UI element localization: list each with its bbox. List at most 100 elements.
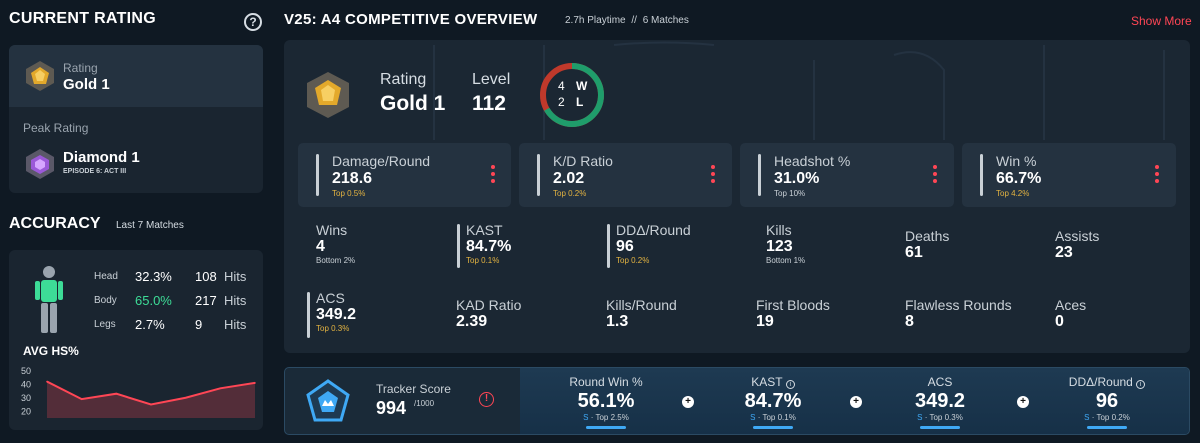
tracker-cell-label: DDΔ/Round xyxy=(1068,375,1133,389)
stat-value: 123 xyxy=(766,238,793,255)
peak-episode: EPISODE 6: ACT III xyxy=(63,168,127,175)
stat-item: Flawless Rounds 8 xyxy=(905,297,1035,337)
hs-point xyxy=(80,398,83,400)
stat-item: Wins 4 Bottom 2% xyxy=(316,222,446,272)
help-icon[interactable]: ? xyxy=(244,13,262,31)
stat-sub: Top 0.3% xyxy=(316,324,350,333)
win-loss-ring xyxy=(540,63,604,127)
stat-card[interactable]: K/D Ratio 2.02 Top 0.2% xyxy=(519,143,732,207)
avg-hs-title: AVG HS% xyxy=(23,344,79,358)
hs-point xyxy=(219,387,222,390)
accuracy-hits-unit: Hits xyxy=(224,269,247,284)
overview-title: V25: A4 COMPETITIVE OVERVIEW xyxy=(284,11,538,28)
playtime-text: 2.7h Playtime xyxy=(565,15,626,26)
stat-card[interactable]: Headshot % 31.0% Top 10% xyxy=(740,143,954,207)
add-icon[interactable]: + xyxy=(850,396,862,408)
stat-label: KAST xyxy=(466,222,503,238)
info-alert-icon[interactable]: ! xyxy=(479,392,494,407)
stat-item: DDΔ/Round 96 Top 0.2% xyxy=(616,222,746,272)
accuracy-pct: 65.0% xyxy=(135,293,172,308)
tracker-cell-value: 349.2 xyxy=(914,390,966,412)
tracker-cell-value: 84.7% xyxy=(744,390,802,412)
hs-point xyxy=(115,392,118,395)
stat-sub: Bottom 1% xyxy=(766,256,806,265)
info-icon[interactable]: i xyxy=(785,380,795,389)
accuracy-hits: 217 xyxy=(195,293,217,308)
stat-card[interactable]: Damage/Round 218.6 Top 0.5% xyxy=(298,143,511,207)
stat-sub: Top 0.1% xyxy=(466,256,500,265)
tracker-score-max: /1000 xyxy=(414,399,435,408)
diamond-rank-icon xyxy=(26,149,54,179)
tracker-score-label: Tracker Score xyxy=(376,382,451,396)
hs-point xyxy=(150,403,152,406)
map-background xyxy=(433,41,1165,140)
stat-sub: Top 0.2% xyxy=(616,256,650,265)
stat-value: 19 xyxy=(756,313,774,330)
accuracy-part: Body xyxy=(94,295,117,306)
tracker-score-value: 994 xyxy=(376,398,407,418)
stat-value: 4 xyxy=(316,238,325,255)
accuracy-body-row: Body 65.0% 217 Hits xyxy=(94,293,254,311)
show-more-link[interactable]: Show More xyxy=(1131,14,1192,28)
tracker-cell: KAST i 84.7% S · Top 0.1% xyxy=(690,368,856,433)
playtime: 2.7h Playtime // 6 Matches xyxy=(565,15,689,26)
stat-card-value: 66.7% xyxy=(996,170,1042,187)
stat-card-value: 2.02 xyxy=(553,170,585,187)
tracker-cell-top: · Top 0.1% xyxy=(757,413,796,422)
losses-count: 2 xyxy=(558,95,565,109)
stat-value: 349.2 xyxy=(316,306,357,323)
stat-label: First Bloods xyxy=(756,297,830,313)
stat-card-label: K/D Ratio xyxy=(553,153,613,169)
accuracy-hits: 9 xyxy=(195,317,203,332)
tracker-cell-value: 96 xyxy=(1095,390,1119,412)
level-label: Level xyxy=(472,71,511,88)
stat-value: 8 xyxy=(905,313,914,330)
tracker-cell: ACS 349.2 S · Top 0.3% xyxy=(857,368,1023,433)
tracker-cell-label: KAST xyxy=(751,375,783,389)
tracker-score-icon xyxy=(306,379,350,422)
current-rating-card: Rating Gold 1 Peak Rating Diamond 1 EPIS… xyxy=(9,45,263,193)
stat-label: Aces xyxy=(1055,297,1087,313)
stat-card[interactable]: Win % 66.7% Top 4.2% xyxy=(962,143,1176,207)
accuracy-card: Head 32.3% 108 Hits Body 65.0% 217 Hits … xyxy=(9,250,263,430)
stat-card-label: Headshot % xyxy=(774,153,851,169)
add-icon[interactable]: + xyxy=(1017,396,1029,408)
y-tick-label: 30 xyxy=(21,393,31,403)
stat-value: 2.39 xyxy=(456,313,488,330)
stat-item: First Bloods 19 xyxy=(756,297,886,337)
stat-label: Wins xyxy=(316,222,348,238)
tracker-grade: S xyxy=(750,413,756,422)
info-icon[interactable]: i xyxy=(1136,380,1146,389)
stat-item: Kills/Round 1.3 xyxy=(606,297,736,337)
stat-label: Assists xyxy=(1055,228,1100,244)
accuracy-head-row: Head 32.3% 108 Hits xyxy=(94,269,254,287)
tracker-cell: Round Win % 56.1% S · Top 2.5% xyxy=(523,368,689,433)
tracker-cell-value: 56.1% xyxy=(577,390,635,412)
stat-value: 23 xyxy=(1055,244,1073,261)
y-tick-label: 50 xyxy=(21,366,31,376)
stat-item: KAD Ratio 2.39 xyxy=(456,297,586,337)
tracker-cell-label: Round Win % xyxy=(569,375,643,389)
stat-card-label: Win % xyxy=(996,153,1037,169)
rating-value: Gold 1 xyxy=(63,76,110,93)
hs-point xyxy=(254,382,256,384)
kebab-menu-icon[interactable] xyxy=(933,165,937,186)
tracker-cell-top: · Top 2.5% xyxy=(590,413,629,422)
kebab-menu-icon[interactable] xyxy=(711,165,715,186)
tracker-cell-top: · Top 0.2% xyxy=(1091,413,1130,422)
kebab-menu-icon[interactable] xyxy=(1155,165,1159,186)
stat-card-top: Top 4.2% xyxy=(996,189,1030,198)
kebab-menu-icon[interactable] xyxy=(491,165,495,186)
stat-card-top: Top 0.5% xyxy=(332,189,366,198)
matches-count: 6 Matches xyxy=(642,15,689,26)
stat-item: KAST 84.7% Top 0.1% xyxy=(466,222,596,272)
tracker-grade: S xyxy=(1084,413,1090,422)
stat-sub: Bottom 2% xyxy=(316,256,356,265)
stat-label: Deaths xyxy=(905,228,950,244)
peak-rating-value: Diamond 1 xyxy=(63,149,140,166)
hs-point xyxy=(46,380,48,383)
accuracy-part: Legs xyxy=(94,319,116,330)
stat-label: ACS xyxy=(316,290,345,306)
add-icon[interactable]: + xyxy=(682,396,694,408)
stat-item: Assists 23 xyxy=(1055,228,1185,268)
